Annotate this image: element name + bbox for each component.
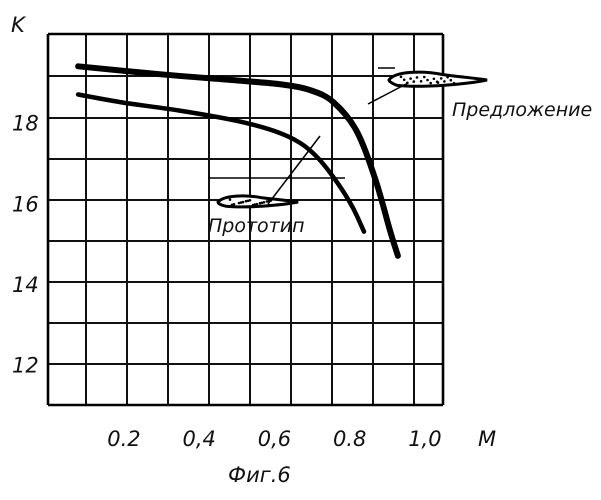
series-label-proposal: Предложение <box>452 99 592 121</box>
airfoil-icon-prototype <box>216 194 299 209</box>
figure-caption: Фиг.6 <box>228 463 291 487</box>
x-tick-label: 1,0 <box>408 427 441 451</box>
y-tick-label: 16 <box>12 192 39 216</box>
axes <box>46 32 445 407</box>
x-tick-label: 0.8 <box>333 427 366 451</box>
x-tick-label: 0,6 <box>258 427 291 451</box>
annotations: Предложение Прототип <box>208 67 592 237</box>
curves <box>75 63 401 259</box>
series-line-prototype <box>75 92 367 234</box>
y-tick-label: 12 <box>12 354 39 378</box>
series-line-proposal <box>75 63 401 259</box>
airfoil-icon-proposal <box>387 70 488 88</box>
leader-line-prototype <box>267 135 321 205</box>
y-tick-label: 14 <box>12 273 39 297</box>
labels: K M Фиг.6 12 14 16 18 0.2 0,4 0,6 0.8 1,0 <box>11 13 496 487</box>
y-axis-label: K <box>11 13 27 37</box>
leader-line-proposal <box>367 82 409 105</box>
y-tick-label: 18 <box>12 112 39 136</box>
series-label-prototype: Прототип <box>208 215 305 237</box>
x-tick-label: 0,4 <box>182 427 215 451</box>
x-tick-label: 0.2 <box>107 427 140 451</box>
x-axis-label: M <box>478 427 496 451</box>
